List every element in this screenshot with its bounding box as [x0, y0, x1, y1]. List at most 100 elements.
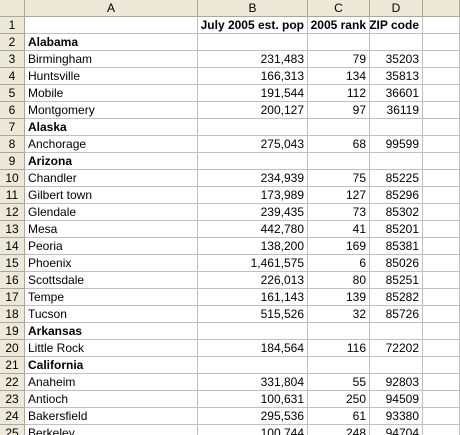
column-header-e[interactable]	[423, 0, 460, 17]
row-header[interactable]: 23	[0, 391, 25, 408]
cell-zip[interactable]: 92803	[370, 374, 423, 391]
cell-zip[interactable]: 85381	[370, 238, 423, 255]
cell-zip[interactable]: 36119	[370, 102, 423, 119]
cell-population[interactable]: 184,564	[198, 340, 308, 357]
select-all-corner[interactable]	[0, 0, 25, 17]
cell-population[interactable]: 100,744	[198, 425, 308, 435]
cell-population[interactable]	[198, 153, 308, 170]
cell-rank[interactable]: 80	[308, 272, 370, 289]
cell-population[interactable]: 275,043	[198, 136, 308, 153]
cell-empty[interactable]	[423, 408, 460, 425]
cell-population[interactable]: 515,526	[198, 306, 308, 323]
row-header[interactable]: 5	[0, 85, 25, 102]
cell-zip[interactable]	[370, 153, 423, 170]
row-header[interactable]: 3	[0, 51, 25, 68]
cell-population[interactable]: 234,939	[198, 170, 308, 187]
cell-city[interactable]: Glendale	[25, 204, 198, 221]
cell-rank[interactable]: 169	[308, 238, 370, 255]
cell-rank[interactable]	[308, 119, 370, 136]
cell-zip[interactable]: 85302	[370, 204, 423, 221]
cell-zip[interactable]: 85225	[370, 170, 423, 187]
cell-rank[interactable]: 127	[308, 187, 370, 204]
cell-population[interactable]: 231,483	[198, 51, 308, 68]
cell-zip[interactable]: 85201	[370, 221, 423, 238]
cell-empty[interactable]	[423, 289, 460, 306]
cell-rank[interactable]: 248	[308, 425, 370, 435]
row-header[interactable]: 1	[0, 17, 25, 34]
cell-city[interactable]: Little Rock	[25, 340, 198, 357]
cell-zip[interactable]: 85282	[370, 289, 423, 306]
cell-rank[interactable]: 41	[308, 221, 370, 238]
column-title-cell[interactable]: July 2005 est. pop	[198, 17, 308, 34]
cell-zip[interactable]: 85026	[370, 255, 423, 272]
cell-population[interactable]: 138,200	[198, 238, 308, 255]
cell-rank[interactable]: 61	[308, 408, 370, 425]
cell-empty[interactable]	[423, 136, 460, 153]
row-header[interactable]: 6	[0, 102, 25, 119]
cell-zip[interactable]: 85726	[370, 306, 423, 323]
row-header[interactable]: 9	[0, 153, 25, 170]
cell-empty[interactable]	[423, 187, 460, 204]
cell-zip[interactable]: 35203	[370, 51, 423, 68]
cell-city[interactable]: Bakersfield	[25, 408, 198, 425]
cell-zip[interactable]	[370, 323, 423, 340]
cell-population[interactable]: 161,143	[198, 289, 308, 306]
cell-empty[interactable]	[423, 102, 460, 119]
cell-empty[interactable]	[423, 17, 460, 34]
cell-population[interactable]: 1,461,575	[198, 255, 308, 272]
row-header[interactable]: 2	[0, 34, 25, 51]
column-title-cell[interactable]: ZIP code	[370, 17, 423, 34]
cell-zip[interactable]: 93380	[370, 408, 423, 425]
row-header[interactable]: 24	[0, 408, 25, 425]
row-header[interactable]: 17	[0, 289, 25, 306]
cell-population[interactable]: 331,804	[198, 374, 308, 391]
cell-zip[interactable]	[370, 34, 423, 51]
column-title-cell[interactable]	[25, 17, 198, 34]
row-header[interactable]: 18	[0, 306, 25, 323]
cell-rank[interactable]	[308, 323, 370, 340]
cell-empty[interactable]	[423, 374, 460, 391]
cell-rank[interactable]: 68	[308, 136, 370, 153]
column-header-b[interactable]: B	[198, 0, 308, 17]
cell-empty[interactable]	[423, 34, 460, 51]
row-header[interactable]: 21	[0, 357, 25, 374]
cell-population[interactable]: 239,435	[198, 204, 308, 221]
cell-city[interactable]: Huntsville	[25, 68, 198, 85]
row-header[interactable]: 19	[0, 323, 25, 340]
cell-zip[interactable]: 85251	[370, 272, 423, 289]
cell-population[interactable]: 295,536	[198, 408, 308, 425]
row-header[interactable]: 20	[0, 340, 25, 357]
cell-rank[interactable]: 55	[308, 374, 370, 391]
cell-population[interactable]: 166,313	[198, 68, 308, 85]
cell-zip[interactable]: 36601	[370, 85, 423, 102]
cell-city[interactable]: Phoenix	[25, 255, 198, 272]
cell-population[interactable]: 191,544	[198, 85, 308, 102]
cell-city[interactable]: Tempe	[25, 289, 198, 306]
cell-city[interactable]: Scottsdale	[25, 272, 198, 289]
row-header[interactable]: 10	[0, 170, 25, 187]
cell-empty[interactable]	[423, 153, 460, 170]
cell-rank[interactable]: 97	[308, 102, 370, 119]
cell-empty[interactable]	[423, 238, 460, 255]
row-header[interactable]: 14	[0, 238, 25, 255]
cell-city[interactable]: Peoria	[25, 238, 198, 255]
cell-zip[interactable]: 35813	[370, 68, 423, 85]
cell-empty[interactable]	[423, 255, 460, 272]
cell-population[interactable]	[198, 357, 308, 374]
cell-population[interactable]: 200,127	[198, 102, 308, 119]
row-header[interactable]: 25	[0, 425, 25, 435]
cell-empty[interactable]	[423, 119, 460, 136]
cell-population[interactable]	[198, 119, 308, 136]
cell-rank[interactable]: 6	[308, 255, 370, 272]
row-header[interactable]: 11	[0, 187, 25, 204]
cell-population[interactable]	[198, 34, 308, 51]
cell-empty[interactable]	[423, 68, 460, 85]
row-header[interactable]: 4	[0, 68, 25, 85]
column-header-a[interactable]: A	[25, 0, 198, 17]
row-header[interactable]: 7	[0, 119, 25, 136]
cell-rank[interactable]	[308, 153, 370, 170]
cell-city[interactable]: Birmingham	[25, 51, 198, 68]
column-header-d[interactable]: D	[370, 0, 423, 17]
cell-population[interactable]: 442,780	[198, 221, 308, 238]
